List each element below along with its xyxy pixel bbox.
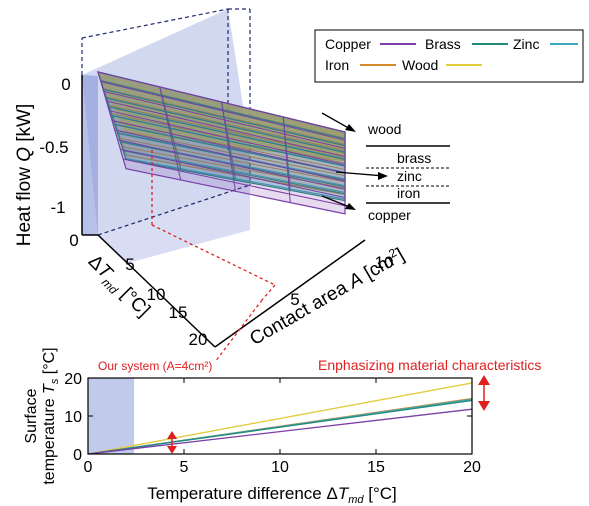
callout-arrowhead-zinc: [378, 172, 388, 180]
surface-crossline-copper: [221, 101, 236, 192]
callout-label-iron: iron: [397, 185, 420, 201]
callout-arrow-zinc: [335, 171, 385, 177]
surface-fill-copper: [97, 71, 346, 215]
side-wall-shade: [82, 75, 98, 235]
surface-crossline-copper: [282, 116, 291, 203]
surface-crossline-wood: [282, 116, 291, 154]
z-axis-label-a: Heat flow: [14, 162, 35, 246]
line-plot-2d: 0 5 10 15 20 0 10 20 Our system (A=4cm²) Enpha…: [23, 347, 541, 506]
floor-shade: [98, 185, 250, 263]
z-tick-2: -1: [50, 198, 65, 217]
big-arrow-head-up: [478, 375, 490, 385]
surface-plot-3d: 0 -0.5 -1 0 5 10 15 20 5 10 Heat flow Q …: [14, 8, 584, 363]
x2-label-delta: Δ: [326, 484, 337, 503]
z-axis-label-b: [kW]: [14, 104, 35, 147]
legend-label-zinc: Zinc: [513, 36, 539, 52]
y-ticks: 0 10 20: [64, 371, 472, 464]
x-axis-label-2d: Temperature difference ΔTmd [°C]: [147, 484, 397, 506]
callout-arrowhead-wood: [345, 124, 356, 132]
y2-label-unit: [°C]: [41, 347, 58, 378]
x-ticks: 0 5 10 15 20: [84, 378, 481, 476]
y2-label-sym: T: [41, 383, 58, 394]
series-line-copper: [88, 408, 472, 454]
callout-label-zinc: zinc: [397, 168, 422, 184]
system-note: Our system (A=4cm²): [98, 359, 212, 373]
z-tick-0: 0: [61, 75, 70, 94]
surfaces: [96, 71, 346, 215]
x-axis-label: Contact area A [cm2]: [245, 243, 408, 350]
callout-arrowhead-copper: [345, 203, 356, 210]
callout-label-brass: brass: [397, 150, 431, 166]
x-tick-label: 15: [367, 459, 385, 476]
y-tick-2: 10: [147, 285, 166, 304]
y2-label-sub: s: [49, 378, 61, 384]
x-tick-label: 5: [180, 459, 189, 476]
y-tick-1: 5: [125, 255, 134, 274]
y-tick-3: 15: [169, 303, 188, 322]
legend-frame: [314, 29, 584, 83]
small-arrow-head-down: [167, 446, 177, 454]
box-edges: [81, 8, 251, 236]
x-tick-label: 20: [463, 459, 481, 476]
x2-label-sym: T: [338, 484, 350, 503]
back-wall-shade: [82, 9, 250, 235]
x-tick-5: 5: [290, 290, 299, 309]
series-line-brass: [88, 399, 472, 454]
x2-label-unit: [°C]: [364, 484, 397, 503]
callout-label-copper: copper: [368, 207, 411, 223]
series-lines: [88, 382, 472, 454]
x-tick-10: 10: [375, 253, 394, 272]
surface-copper: [97, 71, 346, 215]
y-tick-label: 20: [64, 371, 82, 388]
legend-label-brass: Brass: [425, 36, 461, 52]
x2-label-sub: md: [348, 494, 364, 506]
y-tick-label: 0: [73, 447, 82, 464]
material-callouts: wood brass zinc iron copper: [321, 112, 450, 223]
y-tick-4: 20: [189, 330, 208, 349]
x2-label-a: Temperature difference: [147, 484, 326, 503]
callout-label-wood: wood: [367, 121, 401, 137]
system-guide-lines: [151, 150, 276, 363]
surface-crossline-copper: [159, 86, 182, 181]
emphasis-note: Enphasizing material characteristics: [318, 357, 541, 373]
x-tick-label: 0: [84, 459, 93, 476]
z-axis-label: Heat flow Q [kW]: [14, 104, 35, 247]
system-range-shade: [88, 378, 135, 454]
legend-label-wood: Wood: [402, 57, 438, 73]
y-axis-label-line1: Surface: [23, 388, 40, 443]
legend-3d: Copper Brass Zinc Iron Wood: [314, 29, 584, 83]
series-line-wood: [88, 382, 472, 454]
y-tick-0: 0: [69, 231, 78, 250]
big-arrow-head-down: [478, 401, 490, 411]
legend-label-iron: Iron: [325, 57, 349, 73]
emphasis-arrows: [167, 375, 490, 454]
y2-label-a: temperature: [41, 394, 58, 485]
small-arrow-head-up: [167, 431, 177, 439]
x-tick-label: 10: [271, 459, 289, 476]
z-axis-label-sym: Q: [14, 147, 35, 162]
y-tick-label: 10: [64, 409, 82, 426]
y-axis-label-line2: temperature Ts [°C]: [41, 347, 61, 484]
legend-label-copper: Copper: [325, 36, 371, 52]
z-tick-1: -0.5: [39, 138, 68, 157]
y-axis-label: ΔTmd [°C]: [82, 251, 154, 323]
